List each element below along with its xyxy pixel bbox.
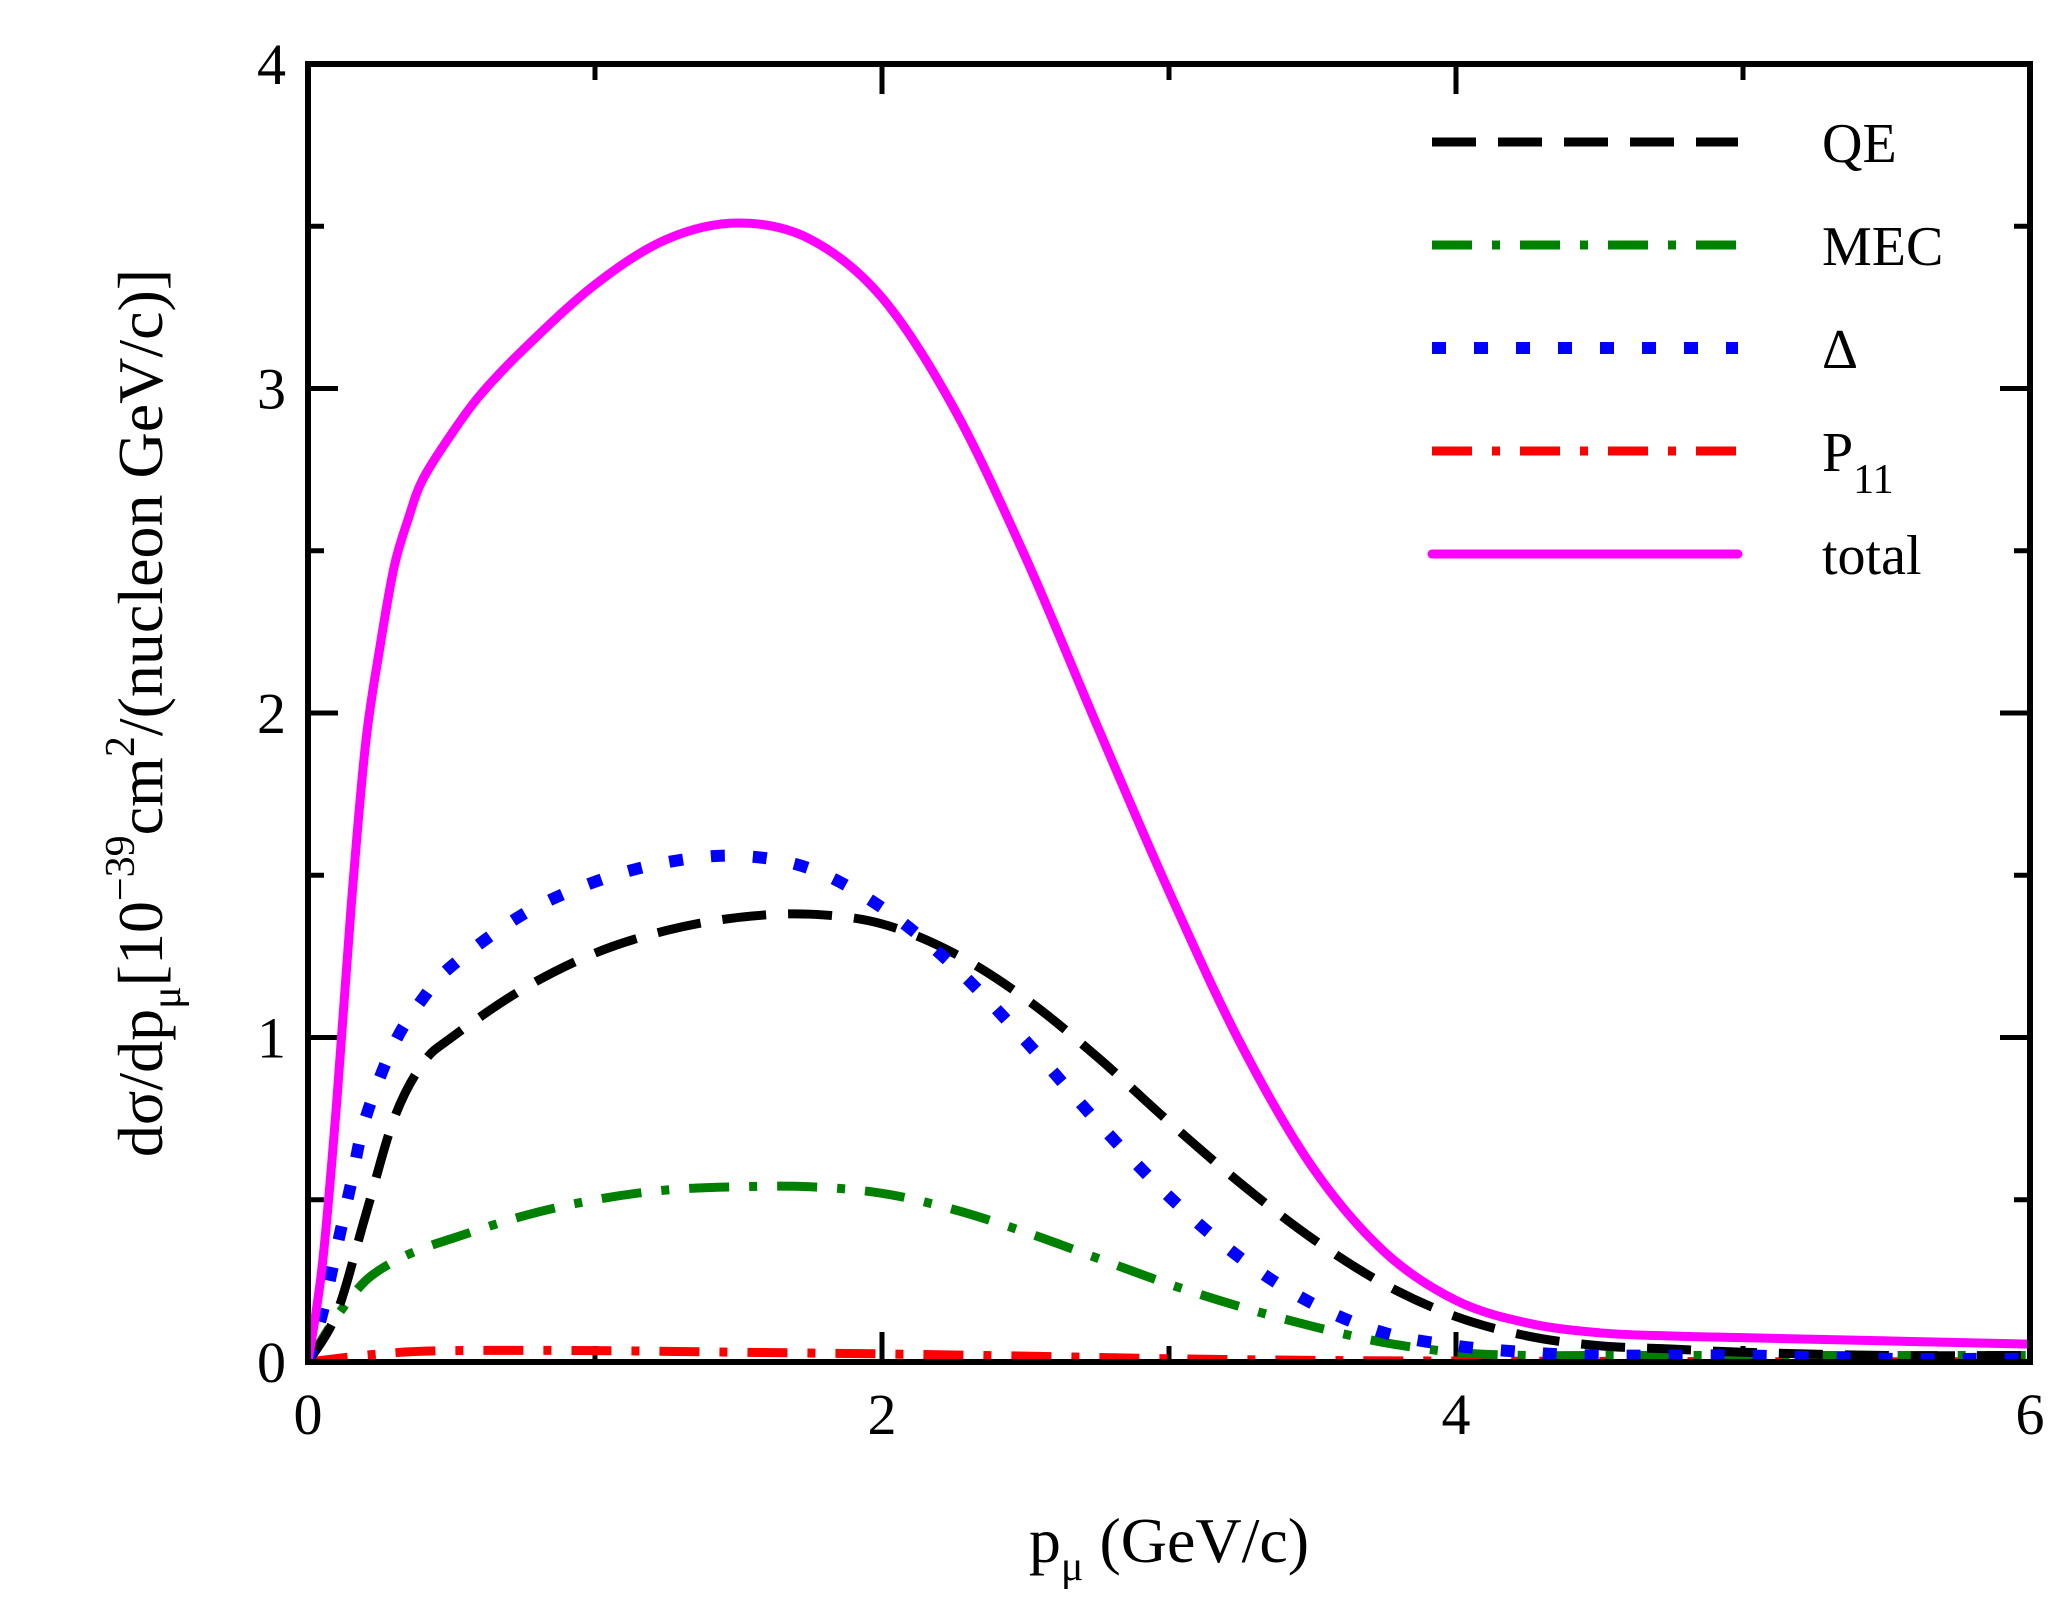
y-axis-title: dσ/dpμ[10−39cm2/(nucleon GeV/c)] xyxy=(98,269,190,1157)
legend-label: MEC xyxy=(1822,216,1943,278)
x-axis-title: pμ (GeV/c) xyxy=(1029,1505,1309,1590)
y-tick-label: 1 xyxy=(257,1006,286,1071)
y-tick-label: 0 xyxy=(257,1330,286,1395)
x-tick-label: 6 xyxy=(2016,1382,2045,1447)
tick-labels: 0 2 4 6 0 1 2 3 4 xyxy=(257,32,2045,1447)
x-tick-label: 4 xyxy=(1442,1382,1471,1447)
series-line-total xyxy=(308,218,2030,1362)
legend-label: P11 xyxy=(1822,422,1894,503)
series-line-qe xyxy=(308,909,2030,1362)
legend-label: total xyxy=(1822,525,1922,587)
axis-ticks xyxy=(305,61,2033,1365)
series-line- xyxy=(308,849,2030,1362)
legend: QE MEC Δ P11 total xyxy=(1427,113,1943,587)
y-tick-label: 4 xyxy=(257,32,286,97)
y-tick-label: 3 xyxy=(257,357,286,422)
series-layer xyxy=(308,218,2030,1362)
y-tick-label: 2 xyxy=(257,681,286,746)
series-line-mec xyxy=(308,1181,2030,1362)
plot-frame xyxy=(305,61,2033,1365)
x-tick-label: 2 xyxy=(868,1382,897,1447)
legend-label: Δ xyxy=(1822,319,1858,381)
legend-label: QE xyxy=(1822,113,1897,175)
x-tick-label: 0 xyxy=(294,1382,323,1447)
